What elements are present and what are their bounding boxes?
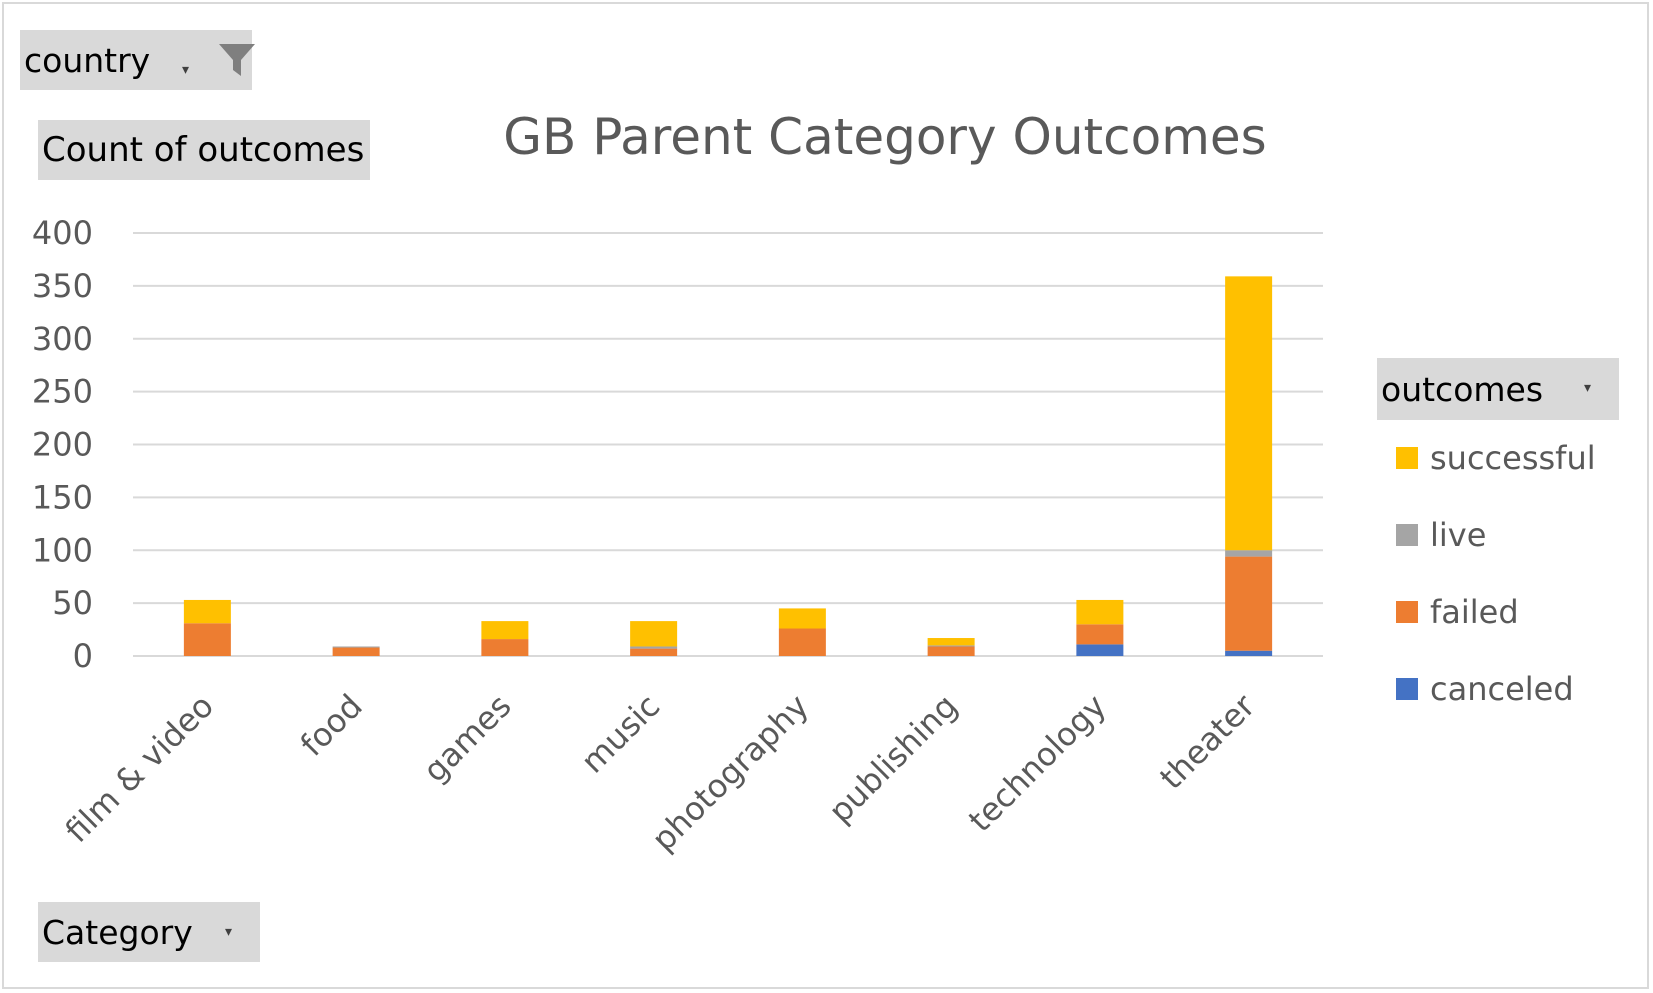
legend-label: canceled [1430, 670, 1574, 708]
bar-canceled [1225, 650, 1273, 656]
bar-canceled [1076, 644, 1124, 656]
x-tick-label: photography [644, 687, 816, 859]
legend-swatch [1396, 447, 1418, 469]
legend-swatch [1396, 601, 1418, 623]
bar-failed [630, 648, 678, 656]
legend-swatch [1396, 678, 1418, 700]
legend-label: failed [1430, 593, 1519, 631]
y-tick-label: 0 [73, 637, 93, 675]
bar-successful [630, 621, 678, 647]
country-filter-label: country [24, 40, 151, 80]
values-field-button[interactable]: Count of outcomes [38, 120, 370, 180]
x-tick-label: technology [961, 687, 1114, 840]
bar-live [630, 646, 678, 649]
bar-successful [481, 621, 529, 640]
category-axis-field-label: Category [42, 912, 193, 952]
bar-failed [183, 623, 231, 656]
legend-item-successful: successful [1396, 438, 1596, 478]
bar-live [1225, 550, 1273, 557]
country-filter-button[interactable]: country ▾ [20, 30, 255, 90]
legend-field-label: outcomes [1381, 369, 1544, 409]
x-tick-label: publishing [821, 687, 965, 831]
y-tick-label: 50 [52, 584, 93, 622]
y-tick-label: 200 [32, 426, 93, 464]
x-tick-label: film & video [58, 687, 221, 850]
bar-failed [1076, 624, 1124, 645]
values-field-label: Count of outcomes [42, 130, 365, 170]
dropdown-arrow-icon[interactable]: ▾ [182, 62, 190, 78]
bar-failed [778, 628, 826, 656]
x-tick-label: games [416, 687, 519, 790]
legend-label: live [1430, 516, 1487, 554]
bar-failed [481, 639, 529, 656]
x-tick-label: music [574, 687, 668, 781]
bar-successful [1076, 599, 1124, 625]
bar-live [927, 645, 975, 647]
legend-item-failed: failed [1396, 592, 1519, 632]
bar-successful [183, 599, 231, 624]
y-tick-label: 100 [32, 531, 93, 569]
y-tick-label: 400 [32, 214, 93, 252]
bar-successful [1225, 276, 1273, 551]
chart-title: GB Parent Category Outcomes [503, 108, 1267, 166]
bar-live [332, 646, 380, 648]
legend-label: successful [1430, 439, 1596, 477]
y-tick-label: 250 [32, 373, 93, 411]
legend-item-canceled: canceled [1396, 669, 1574, 709]
legend-item-live: live [1396, 515, 1486, 555]
x-tick-label: theater [1152, 686, 1263, 797]
y-tick-label: 300 [32, 320, 93, 358]
bar-successful [927, 638, 975, 646]
bar-failed [1225, 556, 1273, 651]
y-tick-label: 350 [32, 267, 93, 305]
legend-swatch [1396, 524, 1418, 546]
x-tick-label: food [293, 687, 370, 764]
legend-field-button[interactable]: outcomes ▾ [1377, 358, 1619, 420]
dropdown-arrow-icon[interactable]: ▾ [225, 924, 233, 940]
y-tick-label: 150 [32, 478, 93, 516]
dropdown-arrow-icon[interactable]: ▾ [1584, 380, 1592, 396]
category-axis-field-button[interactable]: Category ▾ [38, 902, 260, 962]
bar-failed [332, 647, 380, 656]
bar-successful [778, 608, 826, 629]
funnel-filter-icon[interactable] [217, 40, 257, 80]
bar-failed [927, 646, 975, 656]
